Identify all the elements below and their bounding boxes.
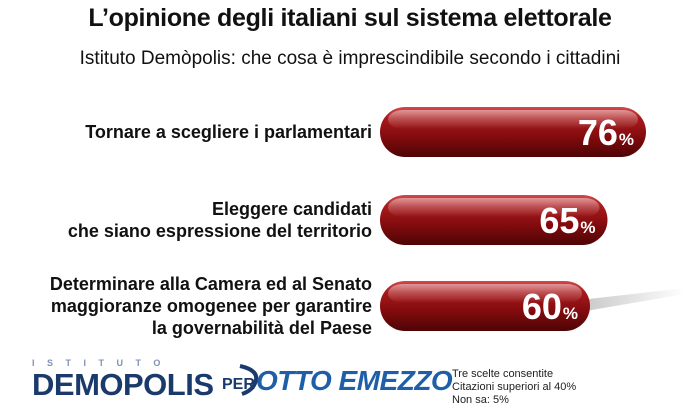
ottoemezzo-logo: OTTO EMEZZO xyxy=(256,365,453,396)
logo-per-text: PER xyxy=(222,376,255,393)
bar-value-label: 65% xyxy=(539,200,595,241)
bar-highlight xyxy=(388,110,638,129)
footer: ISTITUTO DEMOPOLIS PER OTTO EMEZZO Tre s… xyxy=(0,358,700,418)
category-label: Eleggere candidati che siano espressione … xyxy=(68,199,372,241)
category-label: Determinare alla Camera ed al Senato magg… xyxy=(50,274,372,338)
chart-subtitle: Istituto Demòpolis: che cosa è imprescin… xyxy=(79,48,621,69)
ottoemezzo-mark-icon xyxy=(239,364,259,396)
bar-chart: 76% Tornare a scegliere i parlamentari 65%… xyxy=(50,107,685,338)
footnote-line: Non sa: 5% xyxy=(452,394,509,406)
bar-value-label: 76% xyxy=(578,112,634,153)
demopolis-logo: DEMOPOLIS xyxy=(32,367,214,402)
footnotes: Tre scelte consentite Citazioni superior… xyxy=(452,368,576,407)
footnote-line: Tre scelte consentite xyxy=(452,368,554,380)
category-label: Tornare a scegliere i parlamentari xyxy=(85,122,372,142)
footnote-line: Citazioni superiori al 40% xyxy=(452,381,577,393)
bar-value-label: 60% xyxy=(522,286,578,327)
bar-highlight xyxy=(388,284,582,303)
bar-highlight xyxy=(388,198,600,217)
bar-shadow-streak xyxy=(580,288,685,312)
chart-title: L’opinione degli italiani sul sistema el… xyxy=(88,4,612,32)
logo-istituto-text: ISTITUTO xyxy=(32,358,173,368)
